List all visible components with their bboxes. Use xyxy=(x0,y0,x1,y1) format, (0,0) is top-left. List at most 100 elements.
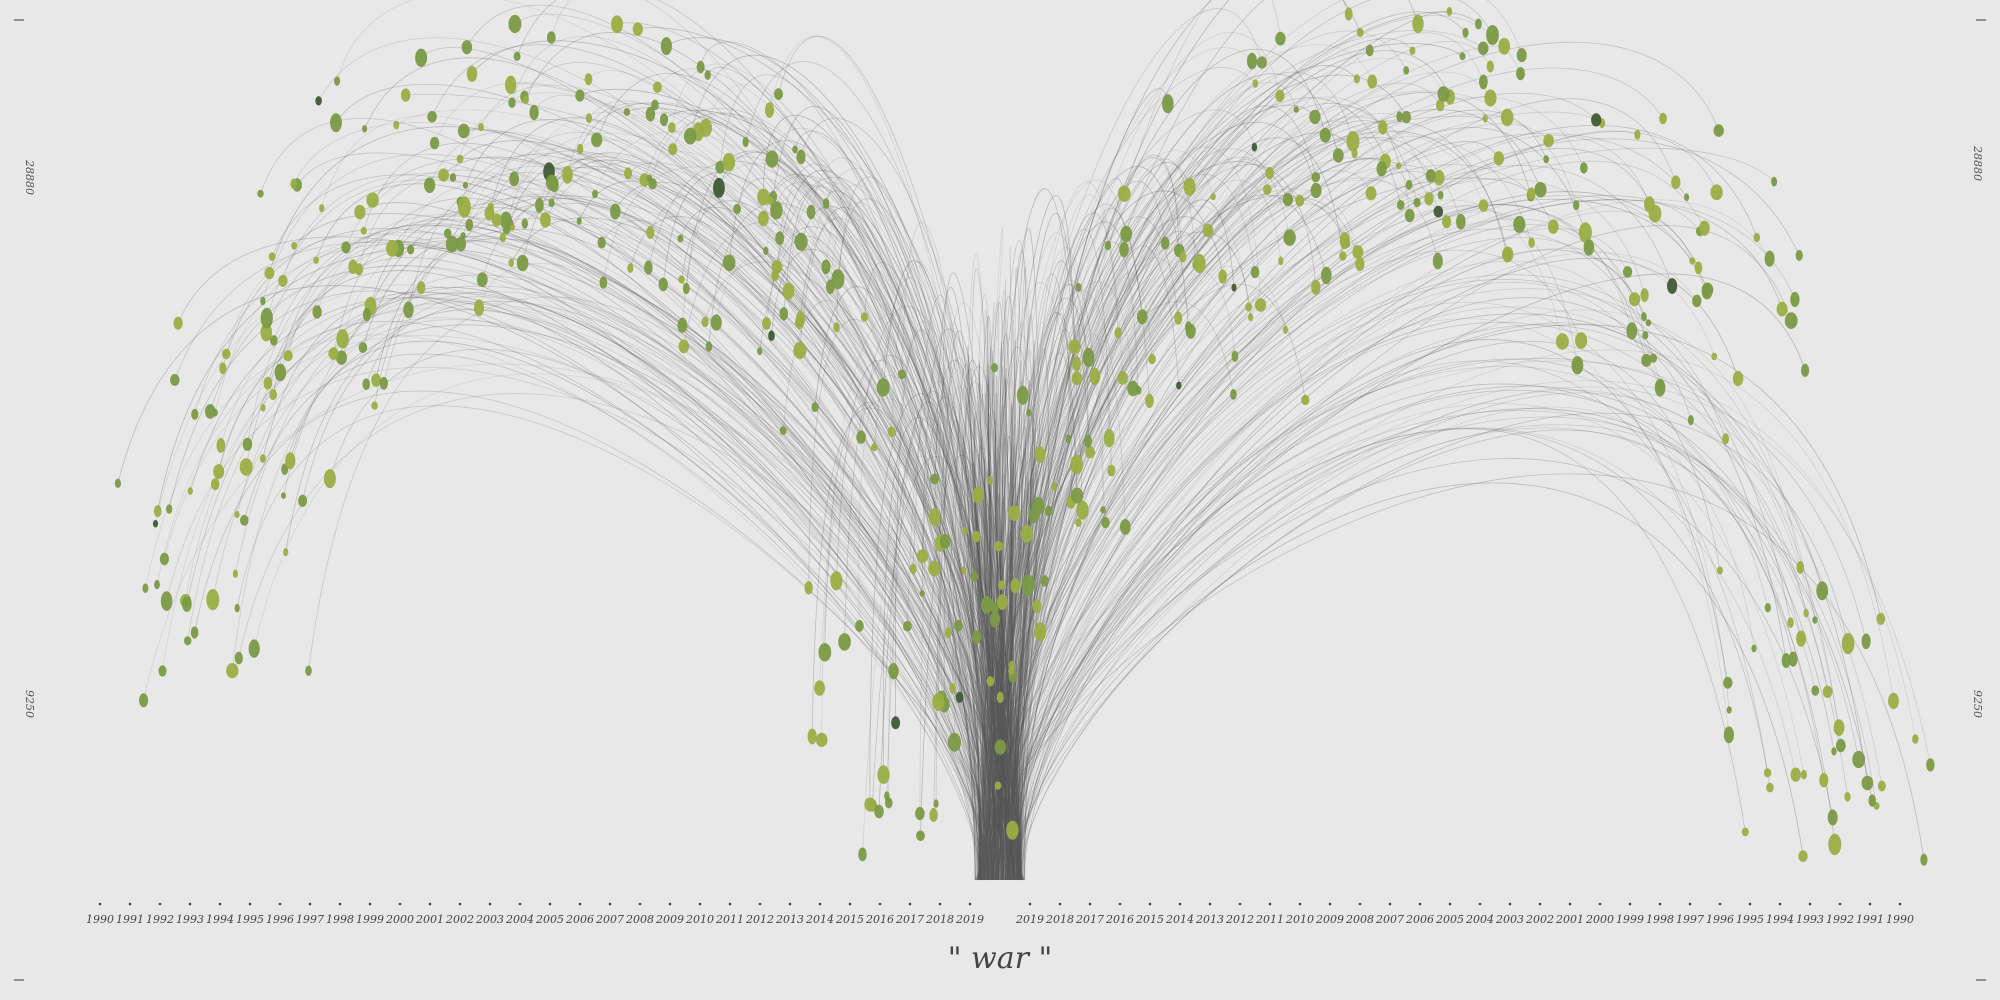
node-L-102 xyxy=(260,307,273,329)
node-R-156 xyxy=(1071,371,1083,386)
node-R-59 xyxy=(1218,269,1227,284)
bundle-arc-92 xyxy=(995,375,1023,881)
node-R-142 xyxy=(1548,219,1559,234)
bundle-arc-97 xyxy=(968,354,986,881)
arc-L-0 xyxy=(766,176,1019,881)
arc-R-149 xyxy=(1020,288,1816,881)
arc-R-210 xyxy=(1004,38,1413,881)
arc-L-73 xyxy=(860,306,1023,881)
bundle-arc-13 xyxy=(984,492,995,881)
tick-right-2019-dot xyxy=(1028,902,1032,906)
arc-L-253 xyxy=(700,41,1007,881)
node-R-45 xyxy=(1578,222,1592,243)
node-R-76 xyxy=(1462,27,1469,38)
tick-left-2001: 2001 xyxy=(415,913,444,926)
tick-right-2001-dot xyxy=(1568,902,1572,906)
node-L-127 xyxy=(260,296,266,306)
arc-R-194 xyxy=(1007,273,1079,881)
node-R-226 xyxy=(1193,253,1206,274)
arc-R-205 xyxy=(988,212,1119,881)
arc-L-151 xyxy=(878,401,989,881)
bundle-arc-62 xyxy=(993,410,1004,881)
arc-R-143 xyxy=(1010,203,1347,881)
tick-left-1996: 1996 xyxy=(266,913,294,926)
arc-R-242 xyxy=(983,148,1656,881)
arc-L-142 xyxy=(821,398,1016,881)
arc-L-3 xyxy=(225,233,1007,881)
node-R-79 xyxy=(1835,738,1846,753)
node-L-188 xyxy=(354,263,364,276)
arc-R-32 xyxy=(1015,318,1730,881)
arc-L-8 xyxy=(762,114,1008,881)
node-L-232 xyxy=(684,127,697,145)
node-R-81 xyxy=(1920,853,1928,866)
tick-right-2011: 2011 xyxy=(1255,913,1284,926)
node-R-116 xyxy=(1278,256,1284,266)
node-L-257 xyxy=(290,178,297,190)
node-L-6 xyxy=(281,492,286,499)
node-R-77 xyxy=(1726,706,1732,714)
tick-left-1993: 1993 xyxy=(176,913,204,926)
arc-L-117 xyxy=(943,331,1007,881)
node-L-246 xyxy=(814,680,825,696)
node-L-199 xyxy=(424,177,436,193)
arc-L-71 xyxy=(490,117,998,881)
arc-L-161 xyxy=(162,302,1005,881)
node-L-80 xyxy=(779,307,789,321)
node-L-211 xyxy=(767,196,774,206)
bundle-arc-27 xyxy=(976,398,995,881)
node-L-214 xyxy=(763,246,769,255)
arc-R-89 xyxy=(983,380,1017,881)
node-R-130 xyxy=(939,534,951,549)
node-R-85 xyxy=(1231,350,1239,362)
node-L-222 xyxy=(646,174,653,182)
node-L-16 xyxy=(274,363,287,382)
node-R-206 xyxy=(1711,352,1718,361)
arc-R-231 xyxy=(1009,228,1628,881)
arc-L-86 xyxy=(836,176,981,881)
tick-right-2000: 2000 xyxy=(1585,913,1614,926)
bundle-arc-69 xyxy=(965,464,992,881)
node-L-237 xyxy=(334,76,341,86)
node-L-81 xyxy=(796,149,806,165)
arc-L-205 xyxy=(682,162,1009,881)
node-R-198 xyxy=(1555,333,1569,350)
arc-L-207 xyxy=(289,340,989,881)
node-layer xyxy=(114,6,1935,866)
bundle-arc-106 xyxy=(968,517,1017,881)
node-R-132 xyxy=(1148,353,1156,365)
arc-L-182 xyxy=(864,262,1014,881)
arc-L-128 xyxy=(588,100,990,881)
arc-L-160 xyxy=(262,291,991,881)
arc-L-258 xyxy=(194,243,1015,881)
tick-left-2013: 2013 xyxy=(775,913,804,926)
tick-left-2016: 2016 xyxy=(865,913,894,926)
arc-R-225 xyxy=(1017,0,1419,881)
arc-L-215 xyxy=(308,296,985,881)
node-L-195 xyxy=(830,571,843,591)
arc-R-248 xyxy=(998,30,1484,881)
node-L-45 xyxy=(546,31,556,44)
node-R-170 xyxy=(1776,301,1788,317)
node-L-60 xyxy=(577,143,584,155)
node-R-102 xyxy=(996,691,1004,704)
node-R-154 xyxy=(1436,99,1445,112)
arc-R-234 xyxy=(978,289,1126,881)
arc-L-38 xyxy=(405,93,1018,881)
arc-L-70 xyxy=(214,321,980,881)
bundle-arc-104 xyxy=(975,490,1026,881)
bundle-arc-95 xyxy=(983,490,1003,881)
node-R-168 xyxy=(1654,378,1666,397)
node-L-124 xyxy=(234,651,243,665)
tick-left-1997-dot xyxy=(308,902,312,906)
arc-R-36 xyxy=(1009,400,1015,881)
arc-R-256 xyxy=(980,96,1411,881)
tick-right-2003-dot xyxy=(1508,902,1512,906)
arc-L-84 xyxy=(626,107,1018,881)
arc-R-207 xyxy=(1016,427,1816,881)
node-R-215 xyxy=(1641,312,1647,322)
node-R-35 xyxy=(1251,142,1258,152)
arc-L-89 xyxy=(524,62,1010,881)
arc-R-120 xyxy=(982,92,1597,881)
node-R-164 xyxy=(1486,60,1495,73)
